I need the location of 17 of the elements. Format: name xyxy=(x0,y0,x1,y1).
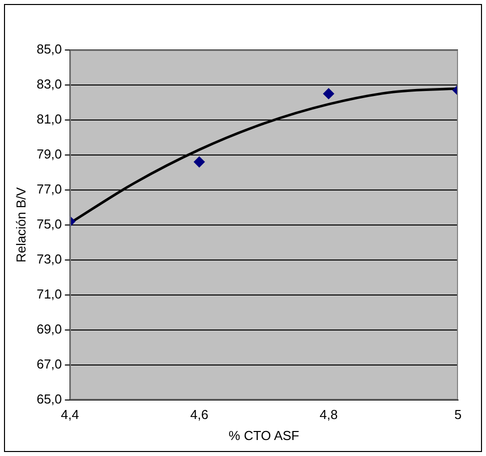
y-tick-label: 77,0 xyxy=(36,182,62,196)
y-tick-label: 81,0 xyxy=(36,112,62,127)
y-tick-label: 75,0 xyxy=(36,216,62,232)
y-tick-label: 79,0 xyxy=(36,146,62,162)
x-tick-label: 5 xyxy=(454,407,462,422)
x-tick-label: 4,4 xyxy=(60,407,79,422)
y-tick-label: 65,0 xyxy=(36,391,62,406)
y-tick-label: 85,0 xyxy=(36,42,62,57)
x-tick-label: 4,8 xyxy=(320,407,338,422)
y-tick-label: 73,0 xyxy=(36,251,62,266)
x-tick-label: 4,6 xyxy=(190,407,208,422)
y-tick-label: 83,0 xyxy=(36,76,62,92)
y-axis-title: Relación B/V xyxy=(13,187,28,262)
y-tick-label: 71,0 xyxy=(36,286,62,302)
x-axis-title: % CTO ASF xyxy=(228,428,300,443)
y-tick-label: 67,0 xyxy=(36,356,62,372)
y-tick-label: 69,0 xyxy=(36,321,62,336)
